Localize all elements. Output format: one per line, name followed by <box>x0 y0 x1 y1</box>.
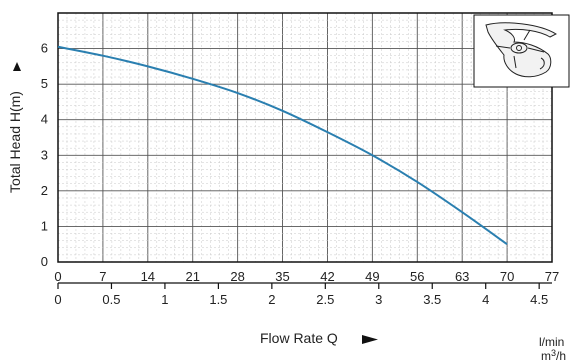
y-tick-label: 6 <box>41 41 48 56</box>
x-tick-label-m3h: 1.5 <box>209 292 227 307</box>
x-tick-label-lmin: 35 <box>275 269 289 284</box>
y-tick-label: 5 <box>41 76 48 91</box>
x-tick-label-lmin: 42 <box>320 269 334 284</box>
x-tick-label-lmin: 56 <box>410 269 424 284</box>
pump-illustration <box>473 14 570 88</box>
x-tick-label-m3h: 3 <box>375 292 382 307</box>
x-tick-label-lmin: 77 <box>545 269 559 284</box>
x-tick-label-m3h: 0.5 <box>102 292 120 307</box>
x-tick-label-lmin: 49 <box>365 269 379 284</box>
x-tick-label-m3h: 3.5 <box>423 292 441 307</box>
x-tick-label-lmin: 7 <box>99 269 106 284</box>
x-tick-label-m3h: 4 <box>482 292 489 307</box>
y-axis-title: Total Head H(m) <box>7 91 23 193</box>
impeller-icon <box>485 22 558 78</box>
x-tick-label-lmin: 14 <box>141 269 155 284</box>
x-tick-label-lmin: 0 <box>54 269 61 284</box>
y-tick-label: 4 <box>41 112 48 127</box>
x-tick-label-m3h: 4.5 <box>530 292 548 307</box>
x-unit-m3h: m3/h <box>541 348 566 363</box>
head-flow-curve <box>57 45 508 246</box>
x-tick-label-lmin: 21 <box>185 269 199 284</box>
x-tick-label-m3h: 2 <box>268 292 275 307</box>
y-tick-label: 1 <box>41 218 48 233</box>
x-unit-lmin: l/min <box>539 335 564 349</box>
x-tick-label-m3h: 1 <box>161 292 168 307</box>
x-tick-label-lmin: 28 <box>230 269 244 284</box>
y-tick-label: 2 <box>41 183 48 198</box>
x-axis-arrow <box>362 335 378 344</box>
x-tick-label-lmin: 63 <box>455 269 469 284</box>
y-tick-label: 0 <box>41 254 48 269</box>
y-axis-arrow <box>13 62 21 71</box>
x-tick-label-m3h: 2.5 <box>316 292 334 307</box>
x-tick-label-m3h: 0 <box>54 292 61 307</box>
plot-frame <box>57 12 553 263</box>
x-tick-label-lmin: 70 <box>500 269 514 284</box>
y-tick-label: 3 <box>41 147 48 162</box>
x-axis-title: Flow Rate Q <box>260 330 338 346</box>
